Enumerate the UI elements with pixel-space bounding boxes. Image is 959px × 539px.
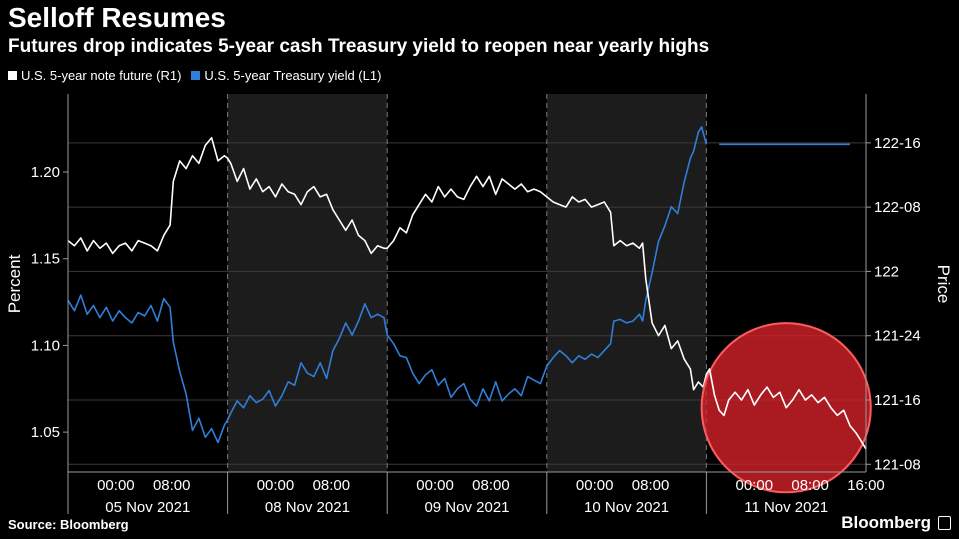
- y-left-tick-label-0: 1.20: [31, 164, 60, 181]
- x-time-label-0: 00:00: [97, 477, 135, 494]
- x-time-label-9: 08:00: [791, 477, 829, 494]
- legend-swatch-future: [8, 71, 17, 80]
- y-right-tick-label-5: 121-08: [874, 456, 921, 473]
- x-time-label-6: 00:00: [576, 477, 614, 494]
- chart-subtitle: Futures drop indicates 5-year cash Treas…: [8, 36, 710, 57]
- session-shade-3: [546, 94, 707, 472]
- series-line-future-highlighted: [705, 368, 867, 450]
- y-right-tick-label-2: 122: [874, 263, 899, 280]
- x-date-label-0: 05 Nov 2021: [105, 499, 190, 516]
- x-time-label-8: 00:00: [736, 477, 774, 494]
- y-right-tick-label-0: 122-16: [874, 135, 921, 152]
- chart-title: Selloff Resumes: [8, 2, 226, 33]
- x-time-label-2: 00:00: [257, 477, 295, 494]
- y-axis-label-right: Price: [934, 265, 953, 304]
- x-time-label-5: 08:00: [472, 477, 510, 494]
- x-date-label-4: 11 Nov 2021: [744, 499, 828, 516]
- x-time-label-10: 16:00: [847, 477, 885, 494]
- x-time-label-4: 00:00: [416, 477, 454, 494]
- x-time-label-7: 08:00: [632, 477, 670, 494]
- x-date-label-1: 08 Nov 2021: [265, 499, 350, 516]
- legend-item-yield: U.S. 5-year Treasury yield (L1): [191, 68, 381, 83]
- x-time-label-3: 08:00: [313, 477, 351, 494]
- x-date-label-3: 10 Nov 2021: [584, 499, 669, 516]
- x-time-label-1: 08:00: [153, 477, 191, 494]
- y-right-tick-label-3: 121-24: [874, 328, 921, 345]
- legend-item-future: U.S. 5-year note future (R1): [8, 68, 181, 83]
- y-axis-label-left: Percent: [5, 254, 24, 313]
- session-shade-1: [227, 94, 388, 472]
- x-date-label-2: 09 Nov 2021: [424, 499, 509, 516]
- legend-label-future: U.S. 5-year note future (R1): [21, 68, 182, 83]
- brand-logo: Bloomberg: [841, 513, 931, 532]
- legend: U.S. 5-year note future (R1) U.S. 5-year…: [8, 68, 381, 83]
- y-left-tick-label-3: 1.05: [31, 424, 60, 441]
- bloomberg-icon: [938, 516, 951, 530]
- y-right-tick-label-1: 122-08: [874, 199, 921, 216]
- y-right-tick-label-4: 121-16: [874, 392, 921, 409]
- legend-label-yield: U.S. 5-year Treasury yield (L1): [204, 68, 382, 83]
- source-note: Source: Bloomberg: [8, 517, 129, 532]
- series-line-yield: [67, 126, 708, 444]
- y-left-tick-label-2: 1.10: [31, 337, 60, 354]
- legend-swatch-yield: [191, 71, 201, 80]
- y-left-tick-label-1: 1.15: [31, 251, 60, 268]
